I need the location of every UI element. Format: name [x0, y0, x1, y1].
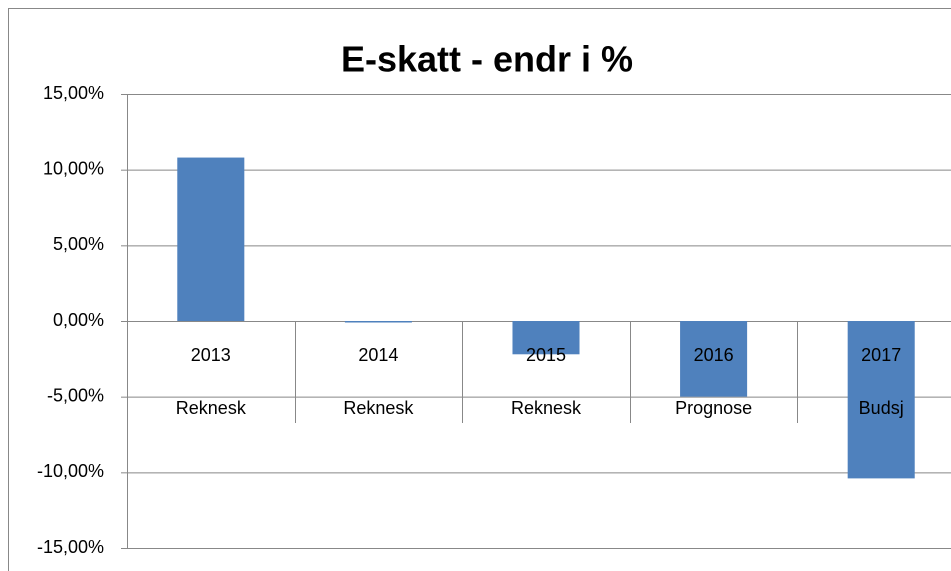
bar	[847, 321, 915, 479]
chart-border	[8, 8, 951, 571]
x-tick-label: Reknesk	[176, 398, 247, 418]
chart-title: E-skatt - endr i %	[341, 39, 633, 80]
y-tick-label: 15,00%	[43, 83, 104, 103]
x-tick-label: 2016	[694, 345, 734, 365]
y-tick-label: -15,00%	[37, 537, 104, 557]
bar	[344, 321, 412, 323]
y-tick-label: 5,00%	[53, 234, 104, 254]
bar	[512, 321, 580, 355]
bar	[680, 321, 748, 397]
x-tick-label: 2014	[358, 345, 398, 365]
x-tick-label: Budsj	[859, 398, 904, 418]
x-tick-label: Reknesk	[511, 398, 582, 418]
y-tick-label: -5,00%	[47, 385, 104, 405]
bar	[177, 157, 245, 321]
y-tick-label: -10,00%	[37, 461, 104, 481]
x-tick-label: Reknesk	[343, 398, 414, 418]
x-tick-label: 2015	[526, 345, 566, 365]
x-tick-label: 2013	[191, 345, 231, 365]
y-tick-label: 10,00%	[43, 158, 104, 178]
y-tick-label: 0,00%	[53, 310, 104, 330]
x-tick-label: Prognose	[675, 398, 752, 418]
x-tick-label: 2017	[861, 345, 901, 365]
